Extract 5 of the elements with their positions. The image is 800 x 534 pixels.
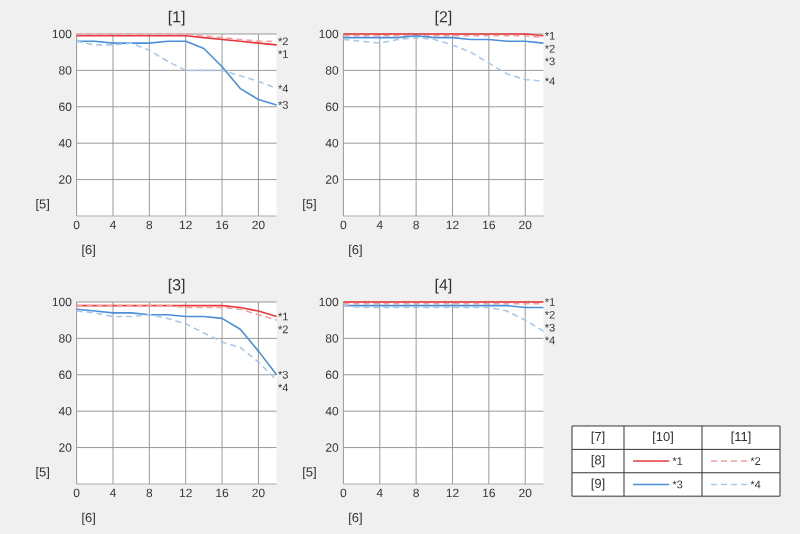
chart-title: [2] <box>435 10 452 26</box>
chart-title: [4] <box>435 278 452 294</box>
chart-title: [1] <box>168 10 185 26</box>
line-series <box>342 36 545 83</box>
chart-title: [3] <box>168 278 185 294</box>
